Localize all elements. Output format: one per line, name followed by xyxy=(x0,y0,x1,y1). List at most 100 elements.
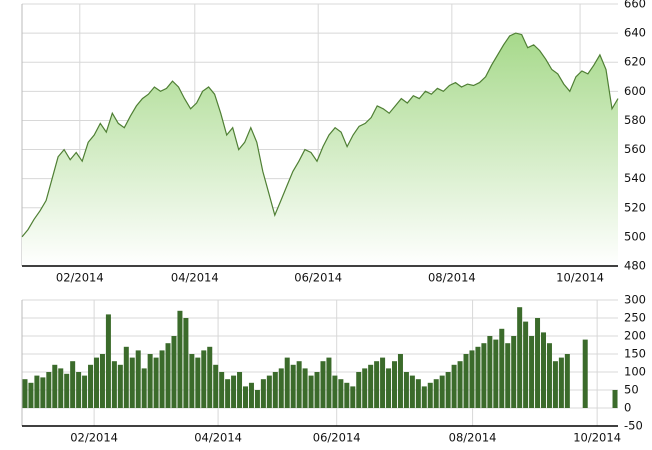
y-tick-label: 580 xyxy=(624,113,646,127)
bar xyxy=(356,372,362,408)
bar xyxy=(511,336,517,408)
bar xyxy=(368,364,374,408)
area xyxy=(22,33,618,266)
bar xyxy=(147,354,153,408)
bar xyxy=(439,375,445,408)
bar xyxy=(421,386,427,408)
bar xyxy=(195,357,201,408)
y-tick-label: 200 xyxy=(624,329,646,343)
bar xyxy=(403,372,409,408)
bar xyxy=(546,343,552,408)
bar xyxy=(475,346,481,408)
y-tick-label: 480 xyxy=(624,259,646,273)
x-tick-label: 10/2014 xyxy=(556,271,604,285)
bar xyxy=(225,379,231,408)
y-tick-label: 0 xyxy=(624,401,631,415)
line xyxy=(21,32,619,238)
bar xyxy=(272,372,278,408)
bar xyxy=(564,354,570,408)
bar xyxy=(266,375,272,408)
bar xyxy=(457,361,463,408)
bar xyxy=(481,343,487,408)
bar xyxy=(284,357,290,408)
bar xyxy=(177,310,183,408)
bar xyxy=(558,357,564,408)
bar xyxy=(308,375,314,408)
bar xyxy=(22,379,28,408)
bar xyxy=(427,382,433,408)
bar xyxy=(445,372,451,408)
bar xyxy=(171,336,177,408)
bar xyxy=(391,361,398,408)
x-tick-label: 06/2014 xyxy=(313,431,361,445)
bar xyxy=(70,361,76,408)
bar xyxy=(237,372,243,408)
bar xyxy=(332,375,338,408)
bar xyxy=(207,346,213,408)
bar xyxy=(362,368,368,408)
y-tick-label: 300 xyxy=(624,293,646,307)
bar xyxy=(552,361,558,408)
bar xyxy=(302,368,308,408)
bar xyxy=(242,386,249,408)
bar xyxy=(183,318,189,408)
bar xyxy=(28,382,34,408)
bar xyxy=(397,354,403,408)
bar xyxy=(320,361,326,408)
bar xyxy=(58,368,64,408)
bar xyxy=(219,372,225,408)
bar xyxy=(523,321,529,408)
bar xyxy=(111,361,117,408)
bar xyxy=(314,372,320,408)
bar xyxy=(135,350,141,408)
x-tick-label: 02/2014 xyxy=(56,271,104,285)
y-tick-label: 620 xyxy=(624,55,646,69)
bar xyxy=(463,354,469,408)
bar xyxy=(46,372,52,408)
bar xyxy=(105,314,111,408)
bar xyxy=(487,336,493,408)
bar xyxy=(52,364,58,408)
bar xyxy=(350,386,356,408)
bar xyxy=(165,343,171,408)
x-tick-label: 02/2014 xyxy=(70,431,118,445)
x-tick-label: 06/2014 xyxy=(294,271,342,285)
bar xyxy=(82,375,88,408)
x-tick-label: 04/2014 xyxy=(194,431,242,445)
bar xyxy=(338,379,344,408)
bar xyxy=(117,364,123,408)
y-tick-label: 640 xyxy=(624,26,646,40)
y-tick-label: 540 xyxy=(624,171,646,185)
bar xyxy=(76,372,82,408)
bar xyxy=(129,357,135,408)
y-tick-label: 250 xyxy=(624,311,646,325)
y-tick-label: 150 xyxy=(624,347,646,361)
bar xyxy=(278,368,284,408)
bar xyxy=(380,357,386,408)
x-tick-label: 04/2014 xyxy=(171,271,219,285)
x-tick-label: 10/2014 xyxy=(573,431,621,445)
y-tick-label: 500 xyxy=(624,229,646,243)
bar xyxy=(415,379,421,408)
bar xyxy=(40,377,46,408)
y-tick-label: 600 xyxy=(624,84,646,98)
bar xyxy=(248,382,254,408)
bar xyxy=(535,318,541,408)
bar xyxy=(540,332,547,408)
bar xyxy=(201,350,207,408)
bar xyxy=(290,364,296,408)
y-tick-label: 100 xyxy=(624,365,646,379)
bar xyxy=(159,350,165,408)
bar xyxy=(612,390,618,408)
bar xyxy=(374,361,380,408)
bar xyxy=(451,364,457,408)
y-tick-label: -50 xyxy=(624,419,643,433)
bar xyxy=(254,390,260,408)
x-tick-label: 08/2014 xyxy=(449,431,497,445)
bar xyxy=(34,375,40,408)
y-tick-label: 660 xyxy=(624,0,646,11)
bar xyxy=(153,357,159,408)
bar xyxy=(123,346,129,408)
bar xyxy=(99,354,105,408)
